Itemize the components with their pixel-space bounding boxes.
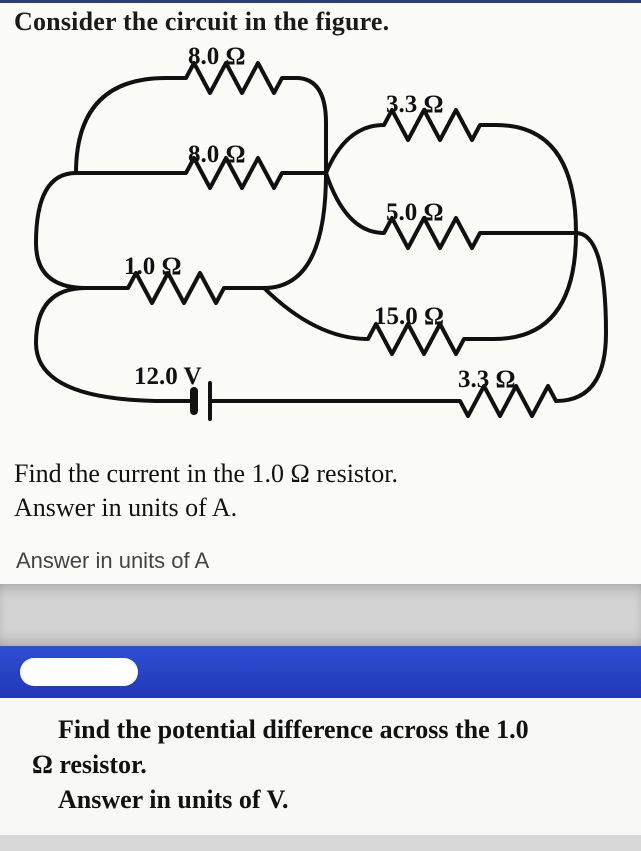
question-2-line-2: Ω resistor. (32, 747, 623, 782)
label-r-1: 1.0 Ω (124, 253, 182, 281)
label-r-5: 5.0 Ω (386, 199, 444, 227)
question-2: Find the potential difference across the… (0, 698, 641, 835)
bottom-header-bar (0, 646, 641, 698)
problem-card-top: Consider the circuit in the figure. (0, 0, 641, 584)
label-r-3-3-a: 3.3 Ω (386, 91, 444, 119)
problem-card-bottom: Find the potential difference across the… (0, 646, 641, 835)
problem-title: Consider the circuit in the figure. (14, 7, 627, 37)
question-2-answer-units: Answer in units of V. (32, 782, 623, 817)
question-1: Find the current in the 1.0 Ω resistor. … (14, 457, 627, 526)
label-r-8-mid: 8.0 Ω (188, 141, 246, 169)
header-pill (20, 658, 138, 686)
question-1-line-1: Find the current in the 1.0 Ω resistor. (14, 459, 398, 488)
label-r-3-3-b: 3.3 Ω (458, 366, 516, 394)
circuit-diagram: 8.0 Ω 8.0 Ω 3.3 Ω 5.0 Ω 1.0 Ω 15.0 Ω 3.3… (16, 43, 616, 453)
answer-units-hint: Answer in units of A (16, 548, 627, 574)
card-gap (0, 584, 641, 646)
question-2-line-1: Find the potential difference across the… (58, 715, 529, 744)
label-r-15: 15.0 Ω (374, 303, 444, 331)
question-1-line-2: Answer in units of A. (14, 493, 237, 522)
label-voltage: 12.0 V (134, 363, 202, 391)
label-r-8-top: 8.0 Ω (188, 43, 246, 71)
